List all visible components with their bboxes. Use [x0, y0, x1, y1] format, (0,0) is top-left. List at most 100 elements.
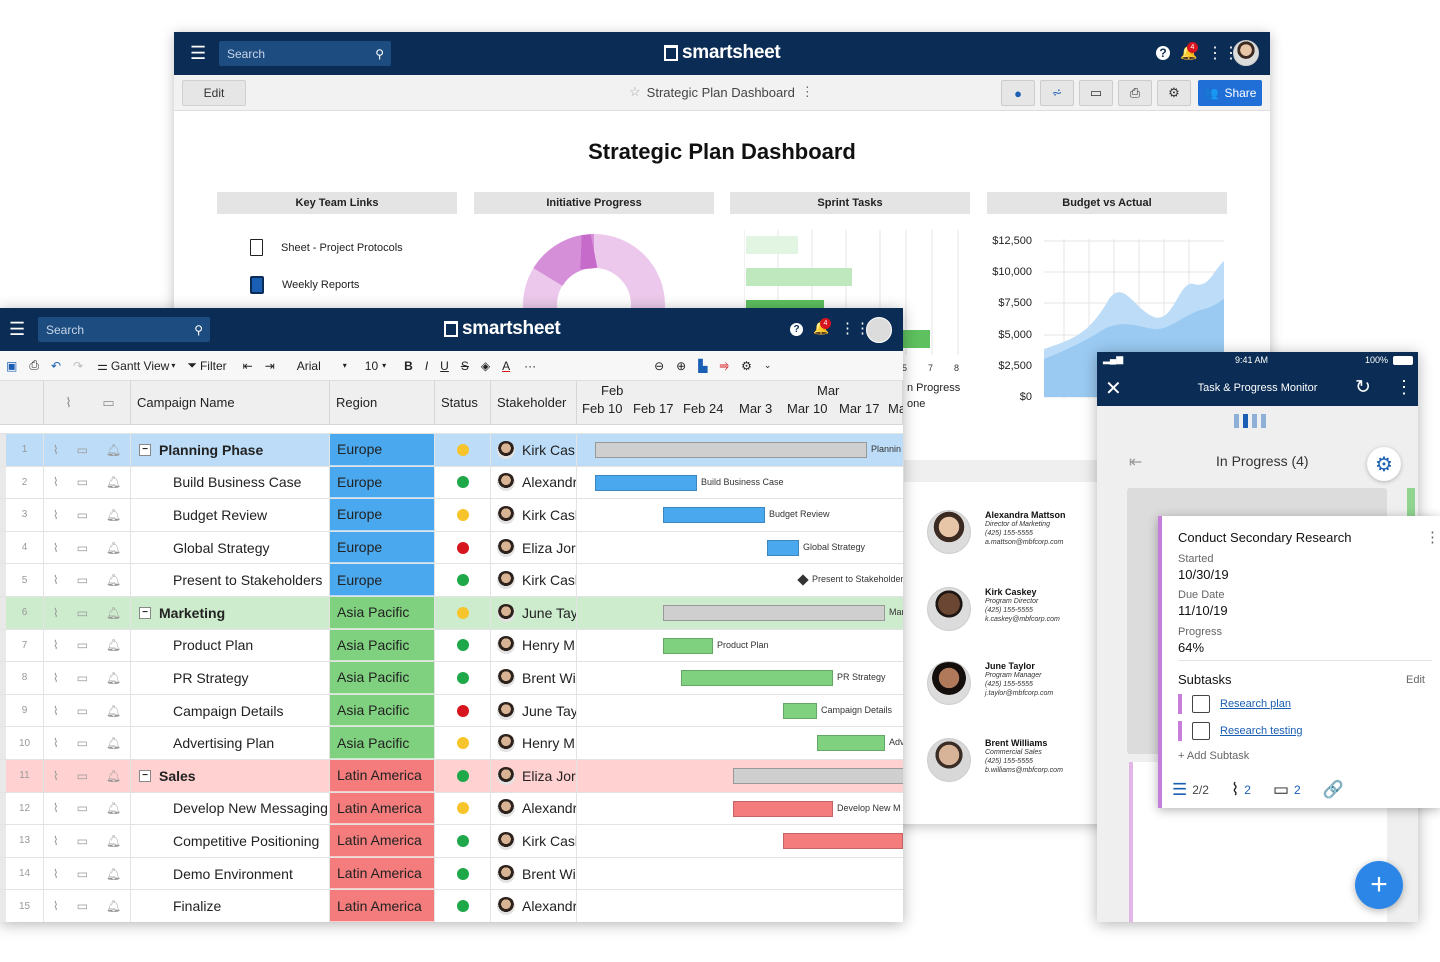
share-button[interactable]: 👥 Share	[1198, 80, 1262, 106]
gantt-bar[interactable]	[767, 539, 799, 556]
settings-icon[interactable]: ⚙	[1367, 447, 1401, 481]
gantt-bar[interactable]	[595, 474, 697, 491]
row-number[interactable]: 2	[0, 466, 44, 499]
reminder-icon[interactable]: 🔔︎	[105, 507, 122, 522]
row-number[interactable]: 8	[0, 662, 44, 694]
row-number[interactable]: 7	[0, 629, 44, 662]
status-cell[interactable]	[435, 857, 491, 890]
reminder-icon[interactable]: 🔔︎	[105, 899, 122, 914]
team-link-weekly-reports[interactable]: Weekly Reports	[250, 276, 359, 294]
table-row[interactable]: 4 ⌇ ▭ 🔔︎ Global Strategy Europe Eliza Jor Gl…	[0, 531, 903, 565]
gantt-cell[interactable]	[577, 825, 903, 857]
undo-icon[interactable]: ↶	[50, 358, 62, 373]
attachment-count[interactable]: ⌇ 2	[1231, 780, 1251, 800]
campaign-name-cell[interactable]: Develop New Messaging	[131, 792, 330, 825]
star-icon[interactable]: ☆	[629, 84, 641, 99]
reminder-icon[interactable]: 🔔︎	[105, 442, 122, 457]
filter-button[interactable]: Filter	[199, 358, 227, 373]
gantt-bar[interactable]	[595, 442, 867, 458]
gantt-cell[interactable]: Campaign Details	[577, 695, 903, 727]
filter-icon[interactable]: ⏷	[187, 358, 197, 372]
comment-icon[interactable]: ▭	[76, 899, 88, 914]
campaign-name-cell[interactable]: − Planning Phase	[131, 434, 330, 466]
gantt-bar[interactable]	[783, 702, 817, 719]
apps-grid-icon[interactable]: ⋮⋮	[840, 320, 870, 337]
attachment-icon[interactable]: ⌇	[52, 703, 59, 718]
zoom-out-icon[interactable]: ⊖	[654, 358, 665, 373]
gantt-cell[interactable]: Adv	[577, 727, 903, 759]
subtask-checkbox[interactable]	[1192, 695, 1210, 713]
globe-icon[interactable]: ●	[1001, 80, 1035, 106]
bold-icon[interactable]: B	[404, 358, 413, 373]
zoom-in-icon[interactable]: ⊕	[676, 358, 687, 373]
row-number[interactable]: 11	[0, 760, 44, 792]
table-row[interactable]: 15 ⌇ ▭ 🔔︎ Finalize Latin America Alexandr	[0, 890, 903, 922]
gantt-bar[interactable]	[663, 605, 885, 621]
user-avatar[interactable]	[866, 317, 892, 343]
campaign-name-cell[interactable]: Present to Stakeholders	[131, 564, 330, 596]
campaign-name-cell[interactable]: Competitive Positioning	[131, 825, 330, 857]
indent-icon[interactable]: ⇥	[264, 358, 275, 373]
gantt-cell[interactable]: Budget Review	[577, 499, 903, 531]
stakeholder-cell[interactable]: Eliza Jor	[491, 760, 577, 792]
row-number[interactable]: 1	[0, 434, 44, 466]
search-icon[interactable]: ⚲	[194, 323, 203, 337]
comment-icon[interactable]: ▭	[76, 442, 88, 457]
gantt-bar[interactable]	[663, 637, 713, 654]
comment-icon[interactable]: ▭	[76, 540, 88, 555]
edit-button[interactable]: Edit	[182, 80, 246, 106]
font-size-selector[interactable]: 10	[364, 358, 379, 373]
collapse-icon[interactable]: −	[139, 606, 151, 619]
reminder-icon[interactable]: 🔔︎	[105, 768, 122, 783]
parent-row[interactable]: 11 ⌇ ▭ 🔔︎ − Sales Latin America Eliza Jor	[0, 760, 903, 793]
attachment-icon[interactable]: ⌇	[52, 833, 59, 848]
comment-count[interactable]: ▭ 2	[1273, 780, 1301, 800]
stakeholder-cell[interactable]: Alexandr	[491, 890, 577, 922]
comment-icon[interactable]: ▭	[76, 573, 88, 588]
contact-email[interactable]: j.taylor@mbfcorp.com	[985, 690, 1054, 697]
collapse-icon[interactable]: −	[139, 443, 151, 456]
region-cell[interactable]: Latin America	[330, 760, 435, 792]
underline-icon[interactable]: U	[440, 358, 449, 373]
campaign-name-cell[interactable]: Demo Environment	[131, 857, 330, 890]
apps-grid-icon[interactable]: ⋮⋮	[1207, 45, 1239, 62]
settings-icon[interactable]: ⚙	[1157, 80, 1191, 106]
collapse-icon[interactable]: −	[139, 769, 151, 782]
add-subtask-button[interactable]: + Add Subtask	[1178, 750, 1250, 762]
status-cell[interactable]	[435, 434, 491, 466]
stakeholder-cell[interactable]: Henry M	[491, 727, 577, 759]
stakeholder-cell[interactable]: Kirk Casl	[491, 499, 577, 531]
row-number[interactable]: 14	[0, 857, 44, 890]
stakeholder-cell[interactable]: June Tay	[491, 694, 577, 727]
kebab-menu-icon[interactable]: ⋮	[1395, 377, 1413, 397]
parent-row[interactable]: 1 ⌇ ▭ 🔔︎ − Planning Phase Europe Kirk Cas Pla…	[0, 434, 903, 467]
reminder-icon[interactable]: 🔔︎	[105, 670, 122, 685]
row-number[interactable]: 5	[0, 564, 44, 596]
row-number[interactable]: 10	[0, 727, 44, 759]
campaign-name-cell[interactable]: Advertising Plan	[131, 727, 330, 759]
status-cell[interactable]	[435, 499, 491, 531]
subtask-link[interactable]: Research plan	[1220, 698, 1291, 710]
comment-icon[interactable]: ▭	[76, 801, 88, 816]
gantt-cell[interactable]: Build Business Case	[577, 467, 903, 499]
chevron-down-icon[interactable]: ⌄	[763, 360, 772, 370]
campaign-name-cell[interactable]: − Marketing	[131, 597, 330, 629]
comment-icon[interactable]: ▭	[76, 638, 88, 653]
stakeholder-cell[interactable]: Kirk Casl	[491, 825, 577, 857]
table-row[interactable]: 2 ⌇ ▭ 🔔︎ Build Business Case Europe Alexand…	[0, 466, 903, 500]
comment-icon[interactable]: ▭	[76, 703, 88, 718]
campaign-name-cell[interactable]: Product Plan	[131, 629, 330, 662]
stakeholder-cell[interactable]: Henry M	[491, 629, 577, 662]
contact-email[interactable]: k.caskey@mbfcorp.com	[985, 616, 1060, 623]
collapse-left-icon[interactable]: ⇤	[1129, 454, 1143, 471]
comment-icon[interactable]: ▭	[76, 736, 88, 751]
gantt-view-icon[interactable]: ⚌	[97, 358, 108, 373]
comment-icon[interactable]: ▭	[76, 833, 88, 848]
outdent-icon[interactable]: ⇤	[242, 358, 253, 373]
attachment-icon[interactable]: ⌇	[52, 605, 59, 620]
region-cell[interactable]: Latin America	[330, 890, 435, 922]
resource-icon[interactable]: ▙	[698, 358, 708, 373]
gantt-bar[interactable]	[663, 507, 765, 524]
search-input[interactable]: Search ⚲	[38, 317, 210, 342]
attachment-icon[interactable]: ⌇	[52, 638, 59, 653]
